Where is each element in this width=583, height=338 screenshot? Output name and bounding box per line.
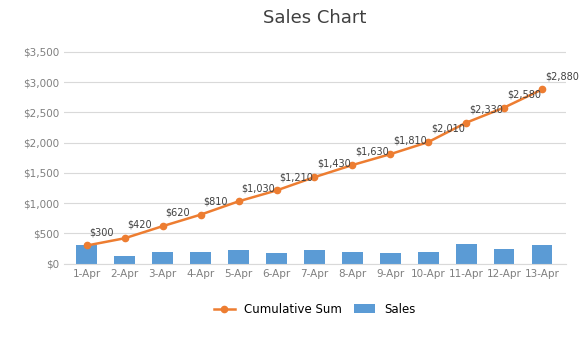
Text: $1,630: $1,630 bbox=[355, 147, 389, 157]
Line: Cumulative Sum: Cumulative Sum bbox=[84, 86, 545, 249]
Cumulative Sum bbox=[159, 224, 166, 228]
Cumulative Sum bbox=[349, 163, 356, 167]
Bar bbox=[114, 257, 135, 264]
Text: $1,810: $1,810 bbox=[393, 136, 427, 146]
Bar bbox=[76, 245, 97, 264]
Cumulative Sum bbox=[539, 88, 546, 92]
Bar bbox=[342, 251, 363, 264]
Text: $300: $300 bbox=[90, 227, 114, 237]
Cumulative Sum bbox=[235, 199, 242, 203]
Text: $2,880: $2,880 bbox=[545, 71, 579, 81]
Bar bbox=[418, 251, 438, 264]
Cumulative Sum bbox=[273, 188, 280, 192]
Cumulative Sum bbox=[501, 105, 508, 110]
Cumulative Sum bbox=[83, 243, 90, 247]
Bar bbox=[456, 244, 476, 264]
Cumulative Sum bbox=[197, 213, 204, 217]
Bar bbox=[532, 245, 553, 264]
Text: $620: $620 bbox=[166, 208, 190, 218]
Text: $810: $810 bbox=[203, 196, 228, 206]
Text: $2,580: $2,580 bbox=[507, 89, 541, 99]
Bar bbox=[494, 248, 515, 264]
Text: $2,330: $2,330 bbox=[469, 104, 503, 114]
Bar bbox=[190, 252, 211, 264]
Cumulative Sum bbox=[311, 175, 318, 179]
Bar bbox=[266, 253, 287, 264]
Text: $2,010: $2,010 bbox=[431, 124, 465, 134]
Title: Sales Chart: Sales Chart bbox=[263, 9, 367, 27]
Bar bbox=[228, 250, 249, 264]
Cumulative Sum bbox=[463, 121, 470, 125]
Legend: Cumulative Sum, Sales: Cumulative Sum, Sales bbox=[209, 298, 421, 320]
Bar bbox=[380, 253, 401, 264]
Text: $1,210: $1,210 bbox=[279, 172, 313, 182]
Cumulative Sum bbox=[387, 152, 394, 156]
Text: $420: $420 bbox=[128, 220, 152, 230]
Bar bbox=[304, 250, 325, 264]
Text: $1,030: $1,030 bbox=[241, 183, 275, 193]
Bar bbox=[152, 251, 173, 264]
Cumulative Sum bbox=[425, 140, 432, 144]
Cumulative Sum bbox=[121, 236, 128, 240]
Text: $1,430: $1,430 bbox=[317, 159, 351, 169]
